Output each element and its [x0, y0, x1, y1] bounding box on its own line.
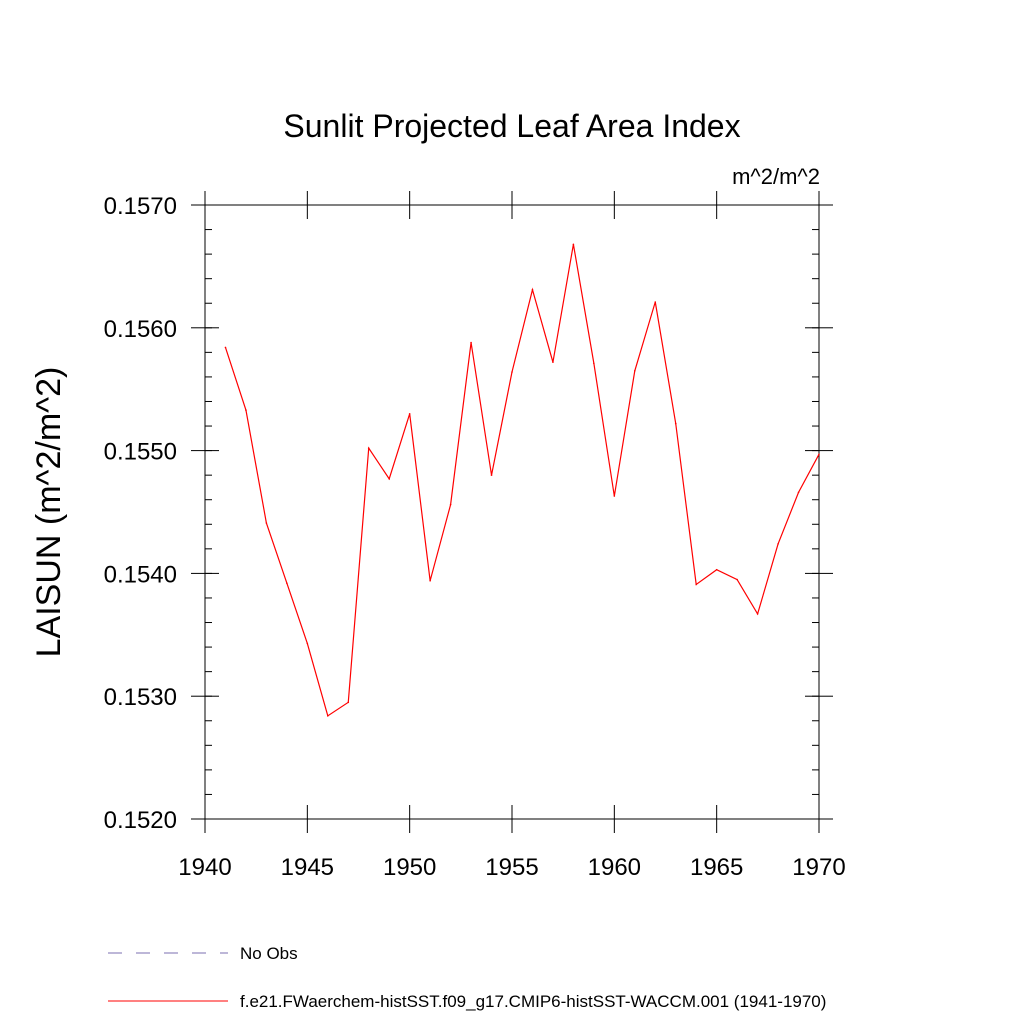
y-tick-label: 0.1530 — [104, 684, 177, 711]
data-point — [797, 491, 800, 494]
data-point — [654, 301, 657, 303]
y-tick-label: 0.1570 — [104, 193, 177, 220]
data-point — [429, 579, 431, 582]
x-tick-label: 1955 — [485, 854, 538, 881]
data-point — [572, 243, 575, 246]
data-point — [715, 568, 718, 571]
x-tick-label: 1965 — [690, 854, 743, 881]
x-axis: 1940 1945 1950 1955 1960 1965 1970 — [178, 191, 846, 881]
y-tick-label: 0.1560 — [104, 316, 177, 343]
y-tick-label: 0.1540 — [104, 561, 177, 588]
legend-label-1: f.e21.FWaerchem-histSST.f09_g17.CMIP6-hi… — [240, 992, 826, 1011]
data-point — [552, 361, 554, 363]
data-point — [388, 478, 391, 480]
data-point — [327, 715, 329, 717]
data-point — [224, 346, 227, 349]
chart-title: Sunlit Projected Leaf Area Index — [283, 108, 740, 144]
data-point — [265, 522, 268, 524]
units-label: m^2/m^2 — [732, 164, 820, 189]
data-point — [756, 613, 759, 615]
series-line-0 — [224, 244, 820, 717]
data-point — [736, 578, 738, 581]
legend: No Obs f.e21.FWaerchem-histSST.f09_g17.CM… — [108, 944, 826, 1011]
x-tick-label: 1950 — [383, 854, 436, 881]
data-point — [408, 412, 411, 415]
data-point — [367, 447, 370, 449]
plot-frame — [204, 204, 820, 820]
data-point — [777, 543, 779, 545]
data-point — [470, 341, 472, 344]
legend-label-0: No Obs — [240, 944, 298, 963]
data-point — [695, 583, 697, 586]
data-point — [306, 642, 309, 645]
x-tick-label: 1970 — [792, 854, 845, 881]
x-tick-label: 1940 — [178, 854, 231, 881]
data-point — [490, 474, 493, 476]
data-point — [818, 453, 820, 456]
x-tick-label: 1960 — [588, 854, 641, 881]
data-point — [613, 495, 616, 497]
data-point — [511, 371, 513, 373]
y-axis-label: LAISUN (m^2/m^2) — [30, 367, 68, 658]
data-point — [449, 503, 452, 506]
y-tick-label: 0.1520 — [104, 807, 177, 834]
data-point — [634, 369, 636, 372]
data-point — [674, 422, 677, 425]
y-axis: 0.1520 0.1530 0.1540 0.1550 0.1560 0.1570 — [104, 193, 833, 834]
data-point — [531, 288, 534, 291]
data-point — [245, 409, 247, 411]
data-point — [286, 582, 288, 585]
y-tick-label: 0.1550 — [104, 439, 177, 466]
series-layer — [224, 243, 820, 717]
data-point — [347, 701, 350, 704]
x-tick-label: 1945 — [281, 854, 334, 881]
data-point — [593, 362, 595, 365]
